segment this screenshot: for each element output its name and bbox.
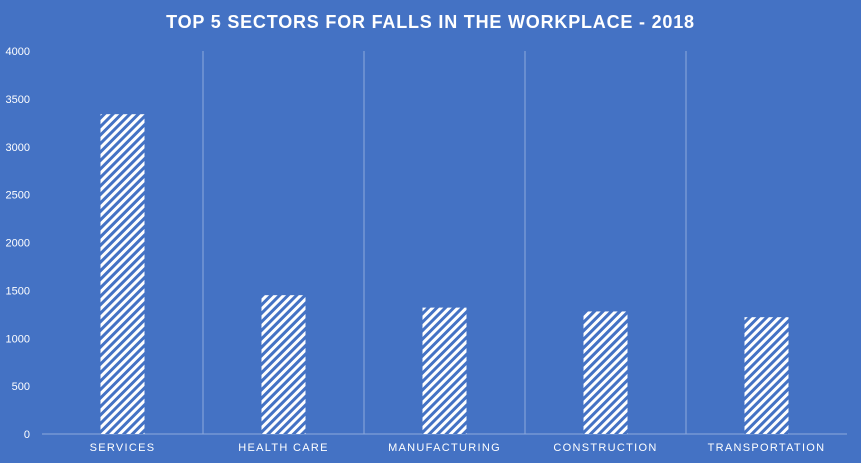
y-tick-label: 0 <box>24 429 30 441</box>
x-tick-label: CONSTRUCTION <box>553 442 657 454</box>
bar-construction <box>583 311 628 434</box>
bar-layer <box>100 114 789 434</box>
x-tick-label: SERVICES <box>90 442 156 454</box>
y-tick-label: 4000 <box>6 46 30 58</box>
bar-transportation <box>744 317 789 434</box>
y-tick-label: 3000 <box>6 142 30 154</box>
bar-services <box>100 114 145 434</box>
bar-manufacturing <box>422 307 467 434</box>
y-tick-label: 1500 <box>6 285 30 297</box>
y-tick-label: 2500 <box>6 190 30 202</box>
y-tick-label: 2000 <box>6 238 30 250</box>
x-tick-label: TRANSPORTATION <box>708 442 826 454</box>
chart-title: TOP 5 SECTORS FOR FALLS IN THE WORKPLACE… <box>166 12 695 32</box>
x-tick-label: HEALTH CARE <box>238 442 329 454</box>
y-tick-label: 500 <box>12 381 30 393</box>
y-axis-ticks: 0 500 1000 1500 2000 2500 3000 3500 4000 <box>6 46 30 441</box>
bar-health-care <box>261 295 306 434</box>
x-axis-ticks: SERVICES HEALTH CARE MANUFACTURING CONSTRUC… <box>90 442 826 454</box>
y-tick-label: 3500 <box>6 94 30 106</box>
x-tick-label: MANUFACTURING <box>388 442 501 454</box>
y-tick-label: 1000 <box>6 333 30 345</box>
